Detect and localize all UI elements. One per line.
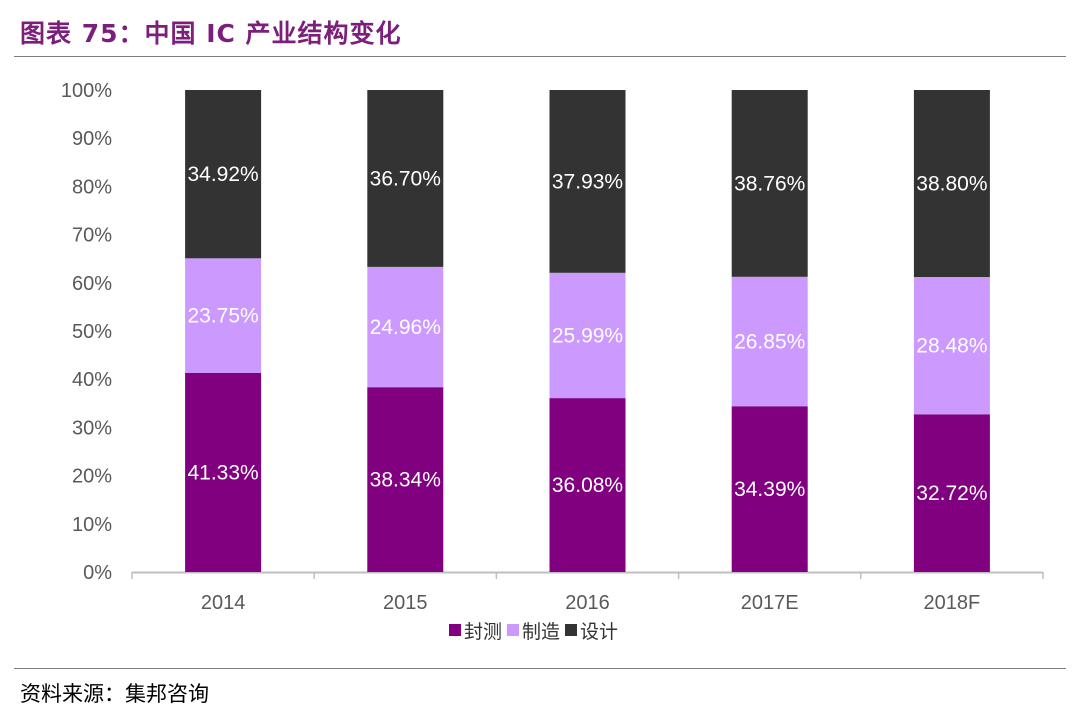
x-tick-label: 2017E bbox=[741, 592, 799, 614]
bar-segment bbox=[367, 387, 444, 572]
data-label: 38.80% bbox=[916, 173, 987, 196]
data-label: 34.92% bbox=[187, 163, 258, 186]
bar-segment bbox=[367, 266, 444, 388]
title-divider bbox=[14, 56, 1066, 57]
x-tick-label: 2014 bbox=[201, 592, 246, 614]
y-tick-label: 10% bbox=[72, 514, 112, 536]
x-tick-label: 2018F bbox=[924, 592, 981, 614]
x-tick-label: 2015 bbox=[383, 592, 428, 614]
y-tick-label: 50% bbox=[72, 321, 112, 343]
y-tick-label: 60% bbox=[72, 273, 112, 295]
bar-segment bbox=[731, 90, 808, 277]
data-label: 38.34% bbox=[370, 469, 441, 492]
data-label: 23.75% bbox=[187, 305, 258, 328]
bar-segment bbox=[913, 90, 990, 278]
data-label: 28.48% bbox=[916, 335, 987, 358]
data-label: 24.96% bbox=[370, 316, 441, 339]
source-note: 资料来源：集邦咨询 bbox=[20, 682, 209, 706]
bar-segment bbox=[913, 277, 990, 415]
data-label: 38.76% bbox=[734, 172, 805, 195]
data-label: 32.72% bbox=[916, 482, 987, 505]
bar-segment bbox=[913, 414, 990, 572]
x-tick-label: 2016 bbox=[565, 592, 610, 614]
bar-segment bbox=[367, 90, 444, 267]
bar-segment bbox=[185, 258, 262, 373]
data-label: 25.99% bbox=[552, 324, 623, 347]
bar-segment bbox=[549, 90, 626, 273]
bar-segment bbox=[731, 276, 808, 407]
y-tick-label: 30% bbox=[72, 417, 112, 439]
chart-title: 图表 75：中国 IC 产业结构变化 bbox=[20, 19, 402, 48]
source-divider bbox=[14, 668, 1066, 669]
data-label: 26.85% bbox=[734, 331, 805, 354]
legend-swatch bbox=[507, 624, 519, 636]
legend-label: 设计 bbox=[580, 621, 618, 643]
y-tick-label: 70% bbox=[72, 225, 112, 247]
legend-swatch bbox=[449, 624, 461, 636]
legend-label: 封测 bbox=[464, 621, 502, 643]
data-label: 41.33% bbox=[187, 461, 258, 484]
bar-segment bbox=[731, 406, 808, 572]
y-tick-label: 100% bbox=[61, 80, 112, 102]
y-tick-label: 20% bbox=[72, 466, 112, 488]
bar-segment bbox=[549, 272, 626, 399]
legend-swatch bbox=[565, 624, 577, 636]
data-label: 36.70% bbox=[370, 167, 441, 190]
y-tick-label: 40% bbox=[72, 369, 112, 391]
bar-segment bbox=[185, 372, 262, 572]
legend-label: 制造 bbox=[522, 621, 560, 643]
bar-segment bbox=[549, 398, 626, 572]
y-tick-label: 0% bbox=[83, 562, 112, 584]
y-tick-label: 80% bbox=[72, 176, 112, 198]
y-tick-label: 90% bbox=[72, 128, 112, 150]
data-label: 37.93% bbox=[552, 170, 623, 193]
data-label: 36.08% bbox=[552, 474, 623, 497]
data-label: 34.39% bbox=[734, 478, 805, 501]
bar-segment bbox=[185, 90, 262, 259]
